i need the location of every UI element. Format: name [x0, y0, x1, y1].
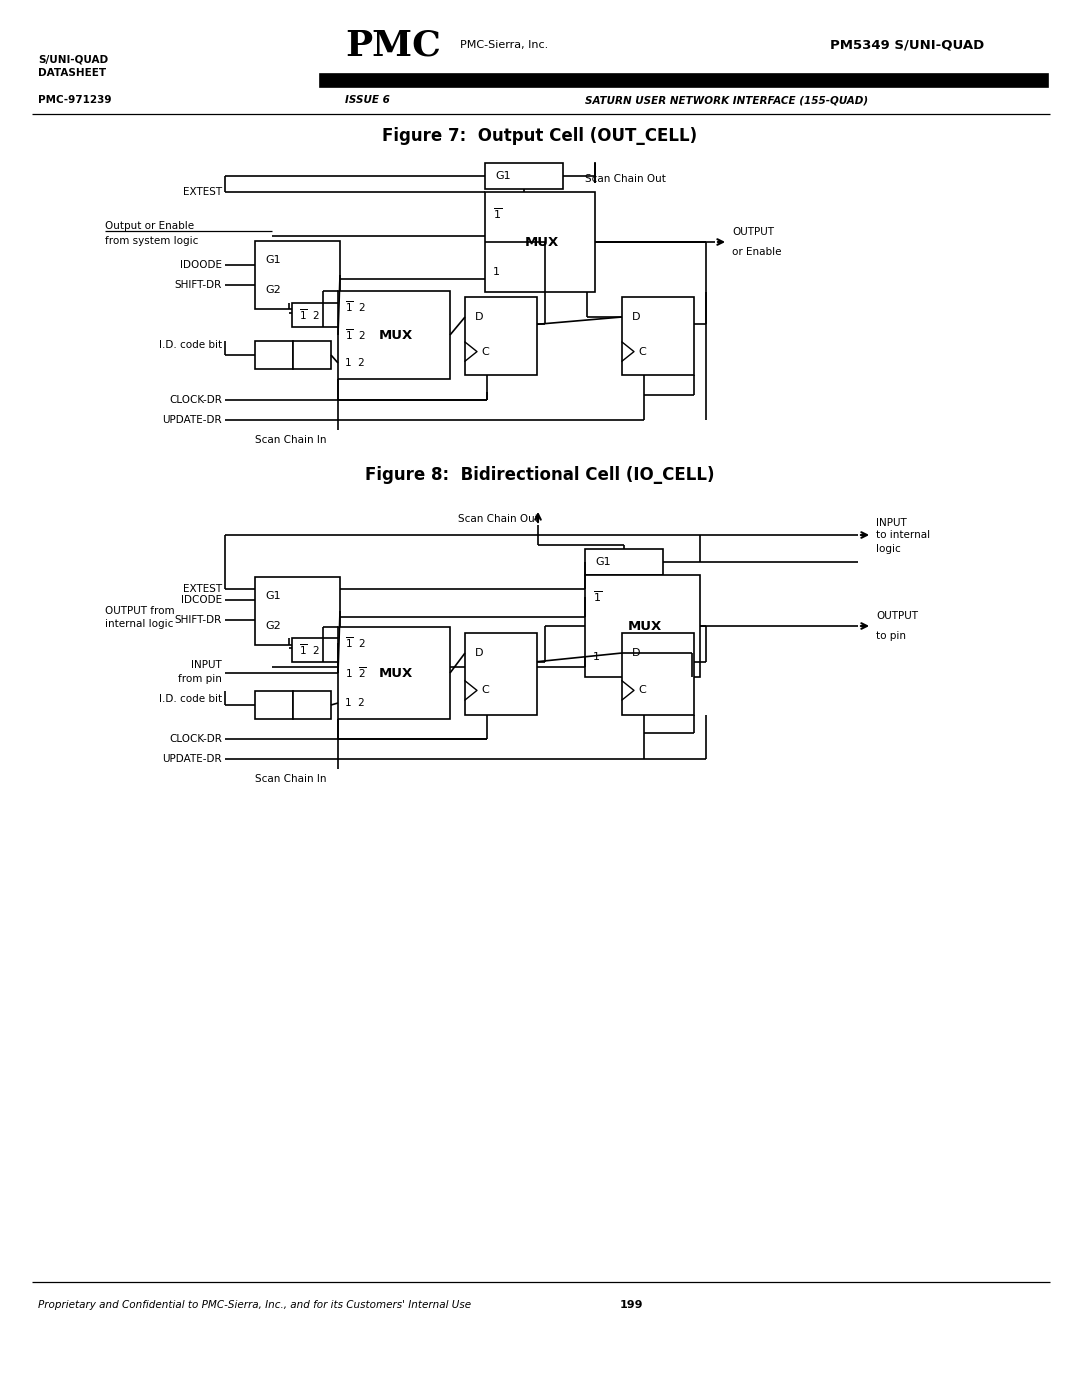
- Text: 1  $\overline{2}$: 1 $\overline{2}$: [345, 665, 367, 680]
- Text: C: C: [481, 346, 489, 356]
- Text: $\overline{1}$  2: $\overline{1}$ 2: [299, 307, 320, 323]
- Text: to internal: to internal: [876, 529, 930, 541]
- Bar: [255, 692, 293, 719]
- Bar: [292, 638, 354, 662]
- Text: DATASHEET: DATASHEET: [38, 68, 106, 78]
- Text: D: D: [475, 648, 484, 658]
- Text: CLOCK-DR: CLOCK-DR: [170, 395, 222, 405]
- Text: internal logic: internal logic: [105, 619, 174, 629]
- Bar: [255, 341, 293, 369]
- Text: 1  2: 1 2: [345, 698, 365, 708]
- Bar: [320, 74, 1048, 87]
- Text: G1: G1: [595, 557, 610, 567]
- Text: C: C: [638, 686, 646, 696]
- Text: UPDATE-DR: UPDATE-DR: [162, 754, 222, 764]
- Bar: [338, 291, 450, 379]
- Bar: [292, 303, 354, 327]
- Text: I.D. code bit: I.D. code bit: [159, 339, 222, 351]
- Text: EXTEST: EXTEST: [183, 584, 222, 594]
- Text: G1: G1: [265, 256, 281, 265]
- Text: C: C: [481, 686, 489, 696]
- Text: OUTPUT from: OUTPUT from: [105, 606, 175, 616]
- Text: Proprietary and Confidential to PMC-Sierra, Inc., and for its Customers' Interna: Proprietary and Confidential to PMC-Sier…: [38, 1301, 471, 1310]
- Bar: [622, 298, 694, 374]
- Text: 1: 1: [593, 652, 600, 662]
- Text: C: C: [638, 346, 646, 356]
- Text: PMC: PMC: [345, 28, 441, 61]
- Text: PM5349 S/UNI-QUAD: PM5349 S/UNI-QUAD: [831, 39, 984, 52]
- Text: $\overline{1}$  2: $\overline{1}$ 2: [345, 299, 366, 314]
- Text: EXTEST: EXTEST: [183, 187, 222, 197]
- Text: IDOODE: IDOODE: [180, 260, 222, 270]
- Text: from system logic: from system logic: [105, 236, 199, 246]
- Text: ISSUE 6: ISSUE 6: [345, 95, 390, 105]
- Bar: [485, 191, 595, 292]
- Text: MUX: MUX: [379, 666, 414, 679]
- Text: MUX: MUX: [525, 236, 559, 249]
- Text: PMC-Sierra, Inc.: PMC-Sierra, Inc.: [460, 41, 549, 50]
- Text: Scan Chain In: Scan Chain In: [255, 434, 326, 446]
- Bar: [585, 576, 700, 678]
- Text: $\overline{1}$  2: $\overline{1}$ 2: [345, 636, 366, 651]
- Bar: [585, 549, 663, 576]
- Text: or Enable: or Enable: [732, 247, 782, 257]
- Text: PMC-971239: PMC-971239: [38, 95, 111, 105]
- Text: G2: G2: [265, 622, 281, 631]
- Text: SATURN USER NETWORK INTERFACE (155-QUAD): SATURN USER NETWORK INTERFACE (155-QUAD): [585, 95, 868, 105]
- Text: IDCODE: IDCODE: [180, 595, 222, 605]
- Text: OUTPUT: OUTPUT: [732, 226, 774, 237]
- Text: MUX: MUX: [379, 328, 414, 341]
- Text: Scan Chain In: Scan Chain In: [255, 774, 326, 784]
- Text: OUTPUT: OUTPUT: [876, 610, 918, 622]
- Text: $\overline{1}$  2: $\overline{1}$ 2: [345, 328, 366, 342]
- Text: SHIFT-DR: SHIFT-DR: [175, 615, 222, 624]
- Text: D: D: [632, 648, 640, 658]
- Bar: [293, 341, 330, 369]
- Bar: [255, 577, 340, 645]
- Bar: [465, 298, 537, 374]
- Text: $\overline{1}$  2: $\overline{1}$ 2: [299, 643, 320, 658]
- Text: from pin: from pin: [178, 673, 222, 685]
- Text: D: D: [632, 312, 640, 321]
- Text: Figure 7:  Output Cell (OUT_CELL): Figure 7: Output Cell (OUT_CELL): [382, 127, 698, 145]
- Text: SHIFT-DR: SHIFT-DR: [175, 279, 222, 291]
- Bar: [465, 633, 537, 715]
- Text: CLOCK-DR: CLOCK-DR: [170, 733, 222, 745]
- Text: UPDATE-DR: UPDATE-DR: [162, 415, 222, 425]
- Text: $\overline{1}$: $\overline{1}$: [593, 590, 602, 605]
- Text: MUX: MUX: [627, 619, 662, 633]
- Text: Scan Chain Out: Scan Chain Out: [585, 175, 666, 184]
- Text: S/UNI-QUAD: S/UNI-QUAD: [38, 54, 108, 64]
- Text: 1: 1: [492, 267, 500, 277]
- Text: D: D: [475, 312, 484, 321]
- Text: to pin: to pin: [876, 631, 906, 641]
- Bar: [485, 163, 563, 189]
- Text: INPUT: INPUT: [191, 659, 222, 671]
- Bar: [338, 627, 450, 719]
- Text: 199: 199: [620, 1301, 644, 1310]
- Text: G1: G1: [495, 170, 511, 182]
- Text: logic: logic: [876, 543, 901, 555]
- Bar: [255, 242, 340, 309]
- Text: Output or Enable: Output or Enable: [105, 221, 194, 231]
- Bar: [293, 692, 330, 719]
- Text: Figure 8:  Bidirectional Cell (IO_CELL): Figure 8: Bidirectional Cell (IO_CELL): [365, 467, 715, 483]
- Text: I.D. code bit: I.D. code bit: [159, 694, 222, 704]
- Bar: [622, 633, 694, 715]
- Text: Scan Chain Out: Scan Chain Out: [458, 514, 539, 524]
- Text: INPUT: INPUT: [876, 518, 907, 528]
- Text: G1: G1: [265, 591, 281, 601]
- Text: $\overline{1}$: $\overline{1}$: [492, 207, 502, 221]
- Text: 1  2: 1 2: [345, 358, 365, 367]
- Text: G2: G2: [265, 285, 281, 295]
